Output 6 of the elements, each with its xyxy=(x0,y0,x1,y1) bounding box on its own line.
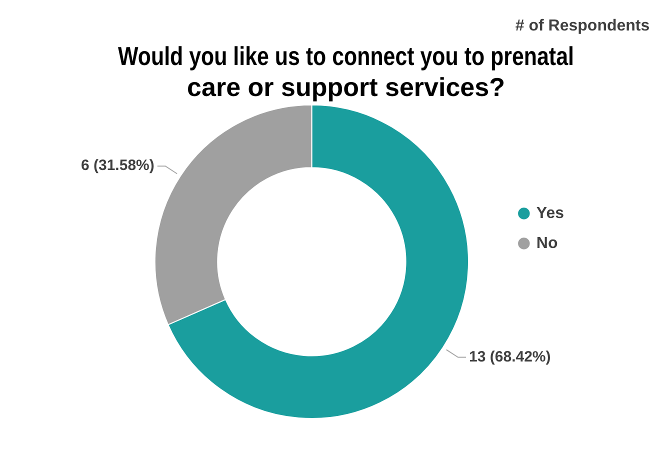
chart-title: Would you like us to connect you to prenatal care or support services? xyxy=(118,42,574,102)
legend-label: No xyxy=(536,234,558,252)
data-label: 13 (68.42%) xyxy=(469,348,551,366)
data-label: 6 (31.58%) xyxy=(80,157,154,174)
legend-title: # of Respondents xyxy=(515,17,650,34)
legend-label: Yes xyxy=(536,204,564,222)
